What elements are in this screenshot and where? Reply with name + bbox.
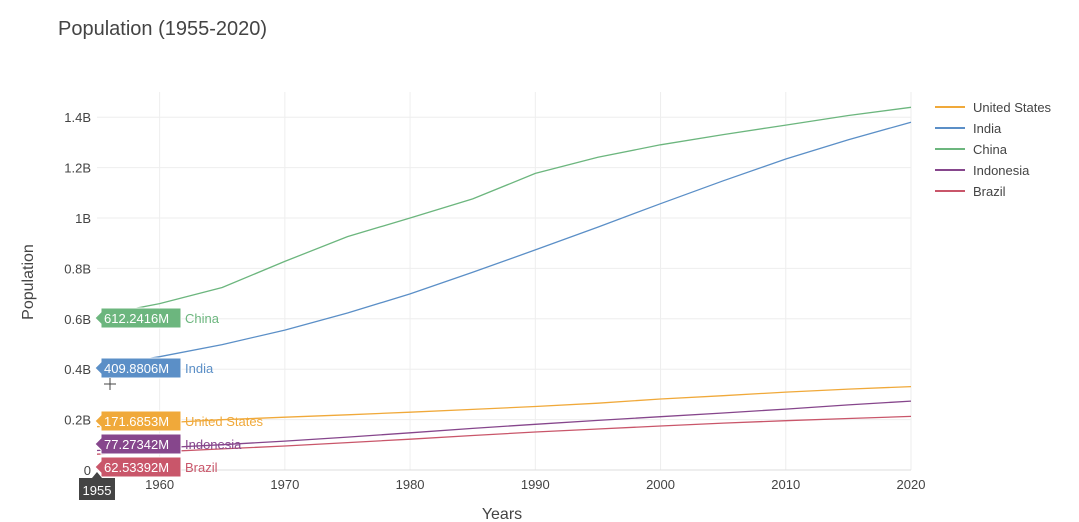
y-tick-label: 0.6B [64, 312, 91, 327]
y-tick-label: 1B [75, 211, 91, 226]
hover-label-value: 409.8806M [104, 361, 169, 376]
y-tick-label: 1.4B [64, 110, 91, 125]
hover-label-box [94, 410, 182, 432]
hover-label-box [94, 357, 182, 379]
legend-item-china[interactable]: China [935, 142, 1008, 157]
legend-label: Indonesia [973, 163, 1030, 178]
y-tick-label: 0.2B [64, 413, 91, 428]
hover-label-value: 612.2416M [104, 311, 169, 326]
legend-item-brazil[interactable]: Brazil [935, 184, 1006, 199]
legend-item-indonesia[interactable]: Indonesia [935, 163, 1030, 178]
crosshair-cursor-icon [104, 378, 116, 390]
hover-x-value: 1955 [83, 483, 112, 498]
x-axis-title: Years [482, 506, 522, 522]
hover-label-value: 62.53392M [104, 460, 169, 475]
x-tick-label: 1970 [270, 477, 299, 492]
legend-label: Brazil [973, 184, 1006, 199]
hover-labels: 171.6853M United States 409.8806M India 612.… [79, 307, 264, 500]
hover-label-name: Brazil [185, 460, 218, 475]
legend-label: China [973, 142, 1008, 157]
hover-label-name: China [185, 311, 220, 326]
hover-x-box [79, 472, 115, 500]
legend-label: United States [973, 100, 1052, 115]
hover-label-indonesia: 77.27342M Indonesia [94, 433, 242, 455]
grid [97, 92, 912, 471]
legend-label: India [973, 121, 1002, 136]
x-tick-label: 2010 [771, 477, 800, 492]
hover-label-china: 612.2416M China [94, 307, 220, 329]
y-tick-label: 0.4B [64, 362, 91, 377]
y-tick-label: 0.8B [64, 261, 91, 276]
series-line-china[interactable] [96, 106, 912, 317]
x-tick-label: 1960 [145, 477, 174, 492]
series-line-indonesia[interactable] [96, 400, 912, 452]
hover-label-name: India [185, 361, 214, 376]
hover-label-value: 77.27342M [104, 437, 169, 452]
hover-label-name: Indonesia [185, 437, 242, 452]
legend-item-india[interactable]: India [935, 121, 1002, 136]
series-line-brazil[interactable] [96, 415, 912, 455]
hover-label-box [94, 456, 182, 478]
chart-title: Population (1955-2020) [58, 18, 267, 40]
hover-label-box [94, 307, 182, 329]
hover-label-name: United States [185, 414, 264, 429]
x-tick-label: 1980 [396, 477, 425, 492]
hover-label-value: 171.6853M [104, 414, 169, 429]
series-line-india[interactable] [96, 121, 912, 368]
series-lines[interactable] [96, 106, 912, 455]
hover-label-brazil: 62.53392M Brazil [94, 456, 218, 478]
y-tick-label: 1.2B [64, 161, 91, 176]
legend-item-united-states[interactable]: United States [935, 100, 1052, 115]
hover-label-united-states: 171.6853M United States [94, 410, 264, 432]
series-line-united-states[interactable] [96, 385, 912, 428]
hover-x-label: 1955 [79, 472, 115, 500]
hover-label-india: 409.8806M India [94, 357, 214, 379]
legend[interactable]: United States India China Indonesia Brazil [935, 100, 1052, 199]
x-tick-label: 2020 [897, 477, 926, 492]
y-axis-title: Population [20, 244, 37, 320]
axis-ticks: 1960 1970 1980 1990 2000 2010 2020 0 0.2B 0.4B 0.6… [64, 110, 925, 492]
x-tick-label: 1990 [521, 477, 550, 492]
hover-label-box [94, 433, 182, 455]
y-tick-label: 0 [84, 463, 91, 478]
x-tick-label: 2000 [646, 477, 675, 492]
